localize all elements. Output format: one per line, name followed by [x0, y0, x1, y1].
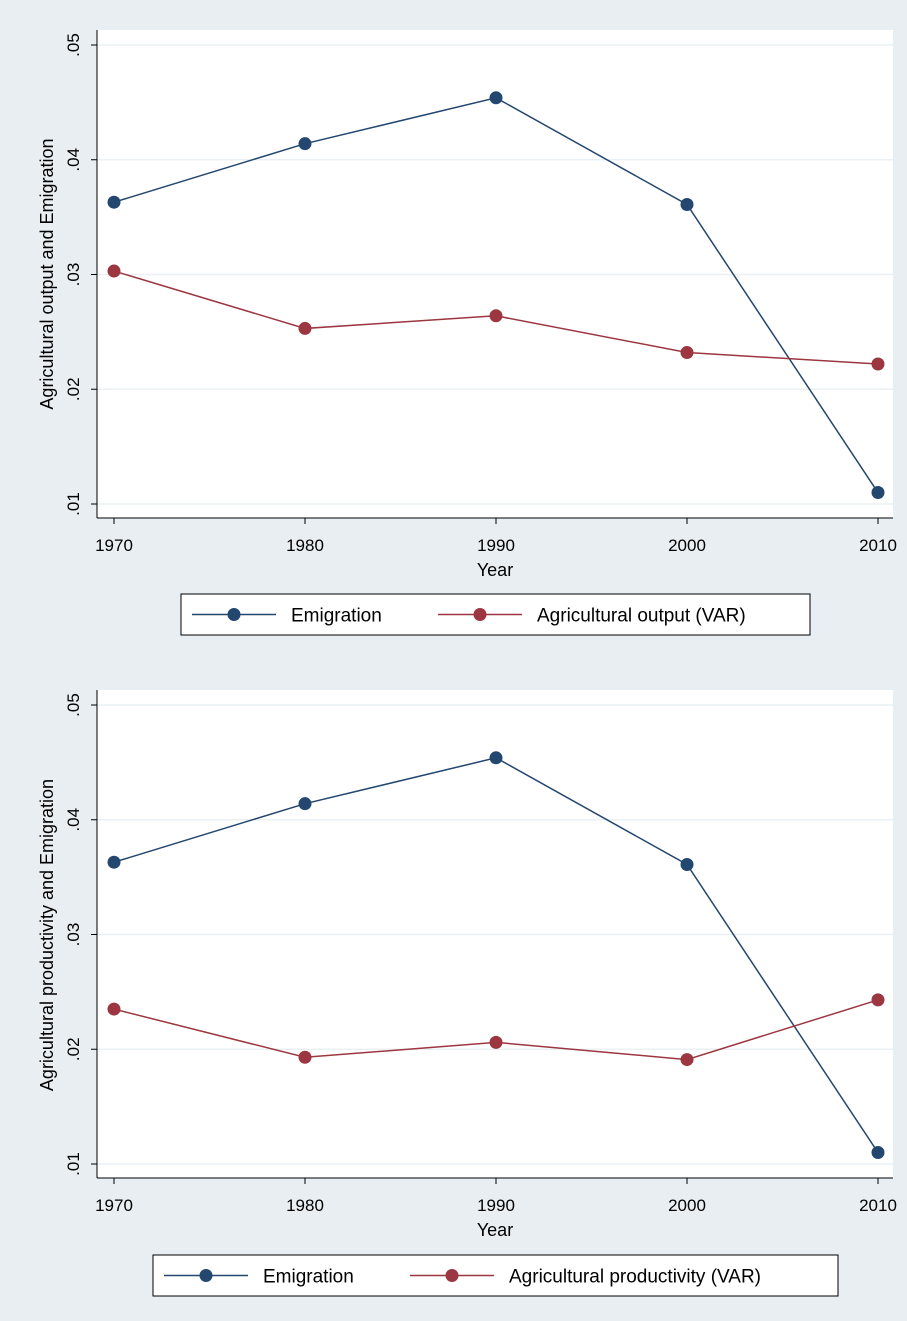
data-point	[298, 1050, 312, 1064]
legend-label: Emigration	[291, 606, 382, 627]
data-point	[107, 264, 121, 278]
x-tick-label: 1970	[95, 536, 133, 555]
y-tick-label: .04	[64, 808, 83, 832]
x-tick-label: 2010	[859, 1196, 897, 1215]
data-point	[107, 195, 121, 209]
data-point	[107, 855, 121, 869]
x-tick-label: 1980	[286, 1196, 324, 1215]
x-axis-title: Year	[477, 560, 513, 580]
x-tick-label: 1980	[286, 536, 324, 555]
data-point	[489, 1035, 503, 1049]
legend-marker	[473, 608, 487, 621]
data-point	[489, 751, 503, 765]
y-tick-label: .04	[64, 148, 83, 172]
data-point	[489, 91, 503, 105]
y-tick-label: .03	[64, 263, 83, 287]
data-point	[680, 858, 694, 872]
x-axis-title: Year	[477, 1220, 513, 1240]
x-tick-label: 1970	[95, 1196, 133, 1215]
data-point	[871, 486, 885, 500]
x-tick-label: 2010	[859, 536, 897, 555]
data-point	[871, 993, 885, 1007]
legend-box	[152, 1254, 839, 1297]
legend-label: Agricultural output (VAR)	[537, 606, 746, 627]
data-point	[680, 1053, 694, 1067]
y-axis-title: Agricultural output and Emigration	[37, 138, 57, 409]
data-point	[107, 1002, 121, 1016]
y-tick-label: .03	[64, 923, 83, 947]
y-axis-title: Agricultural productivity and Emigration	[37, 779, 57, 1091]
data-point	[489, 309, 503, 323]
chart-agricultural-output: .01 .02 .03 .04 .05 1970 1980 1990 2000 2010 Year A…	[8, 12, 899, 650]
y-tick-label: .02	[64, 1037, 83, 1061]
y-tick-label: .05	[64, 33, 83, 57]
y-tick-label: .01	[64, 492, 83, 516]
data-point	[298, 321, 312, 335]
x-tick-label: 2000	[668, 1196, 706, 1215]
data-point	[680, 198, 694, 212]
legend-label: Emigration	[263, 1267, 354, 1288]
x-tick-label: 1990	[477, 1196, 515, 1215]
y-tick-label: .02	[64, 377, 83, 401]
legend-marker	[227, 608, 241, 621]
y-tick-label: .05	[64, 693, 83, 717]
legend-marker	[445, 1269, 459, 1282]
data-point	[871, 1146, 885, 1160]
legend-label: Agricultural productivity (VAR)	[509, 1267, 761, 1288]
data-point	[298, 797, 312, 811]
x-tick-label: 2000	[668, 536, 706, 555]
data-point	[298, 137, 312, 151]
legend-marker	[199, 1269, 213, 1282]
data-point	[871, 357, 885, 371]
chart-agricultural-productivity: .01 .02 .03 .04 .05 1970 1980 1990 2000 2010 Year A…	[8, 670, 899, 1310]
data-point	[680, 346, 694, 360]
y-tick-label: .01	[64, 1152, 83, 1176]
x-tick-label: 1990	[477, 536, 515, 555]
